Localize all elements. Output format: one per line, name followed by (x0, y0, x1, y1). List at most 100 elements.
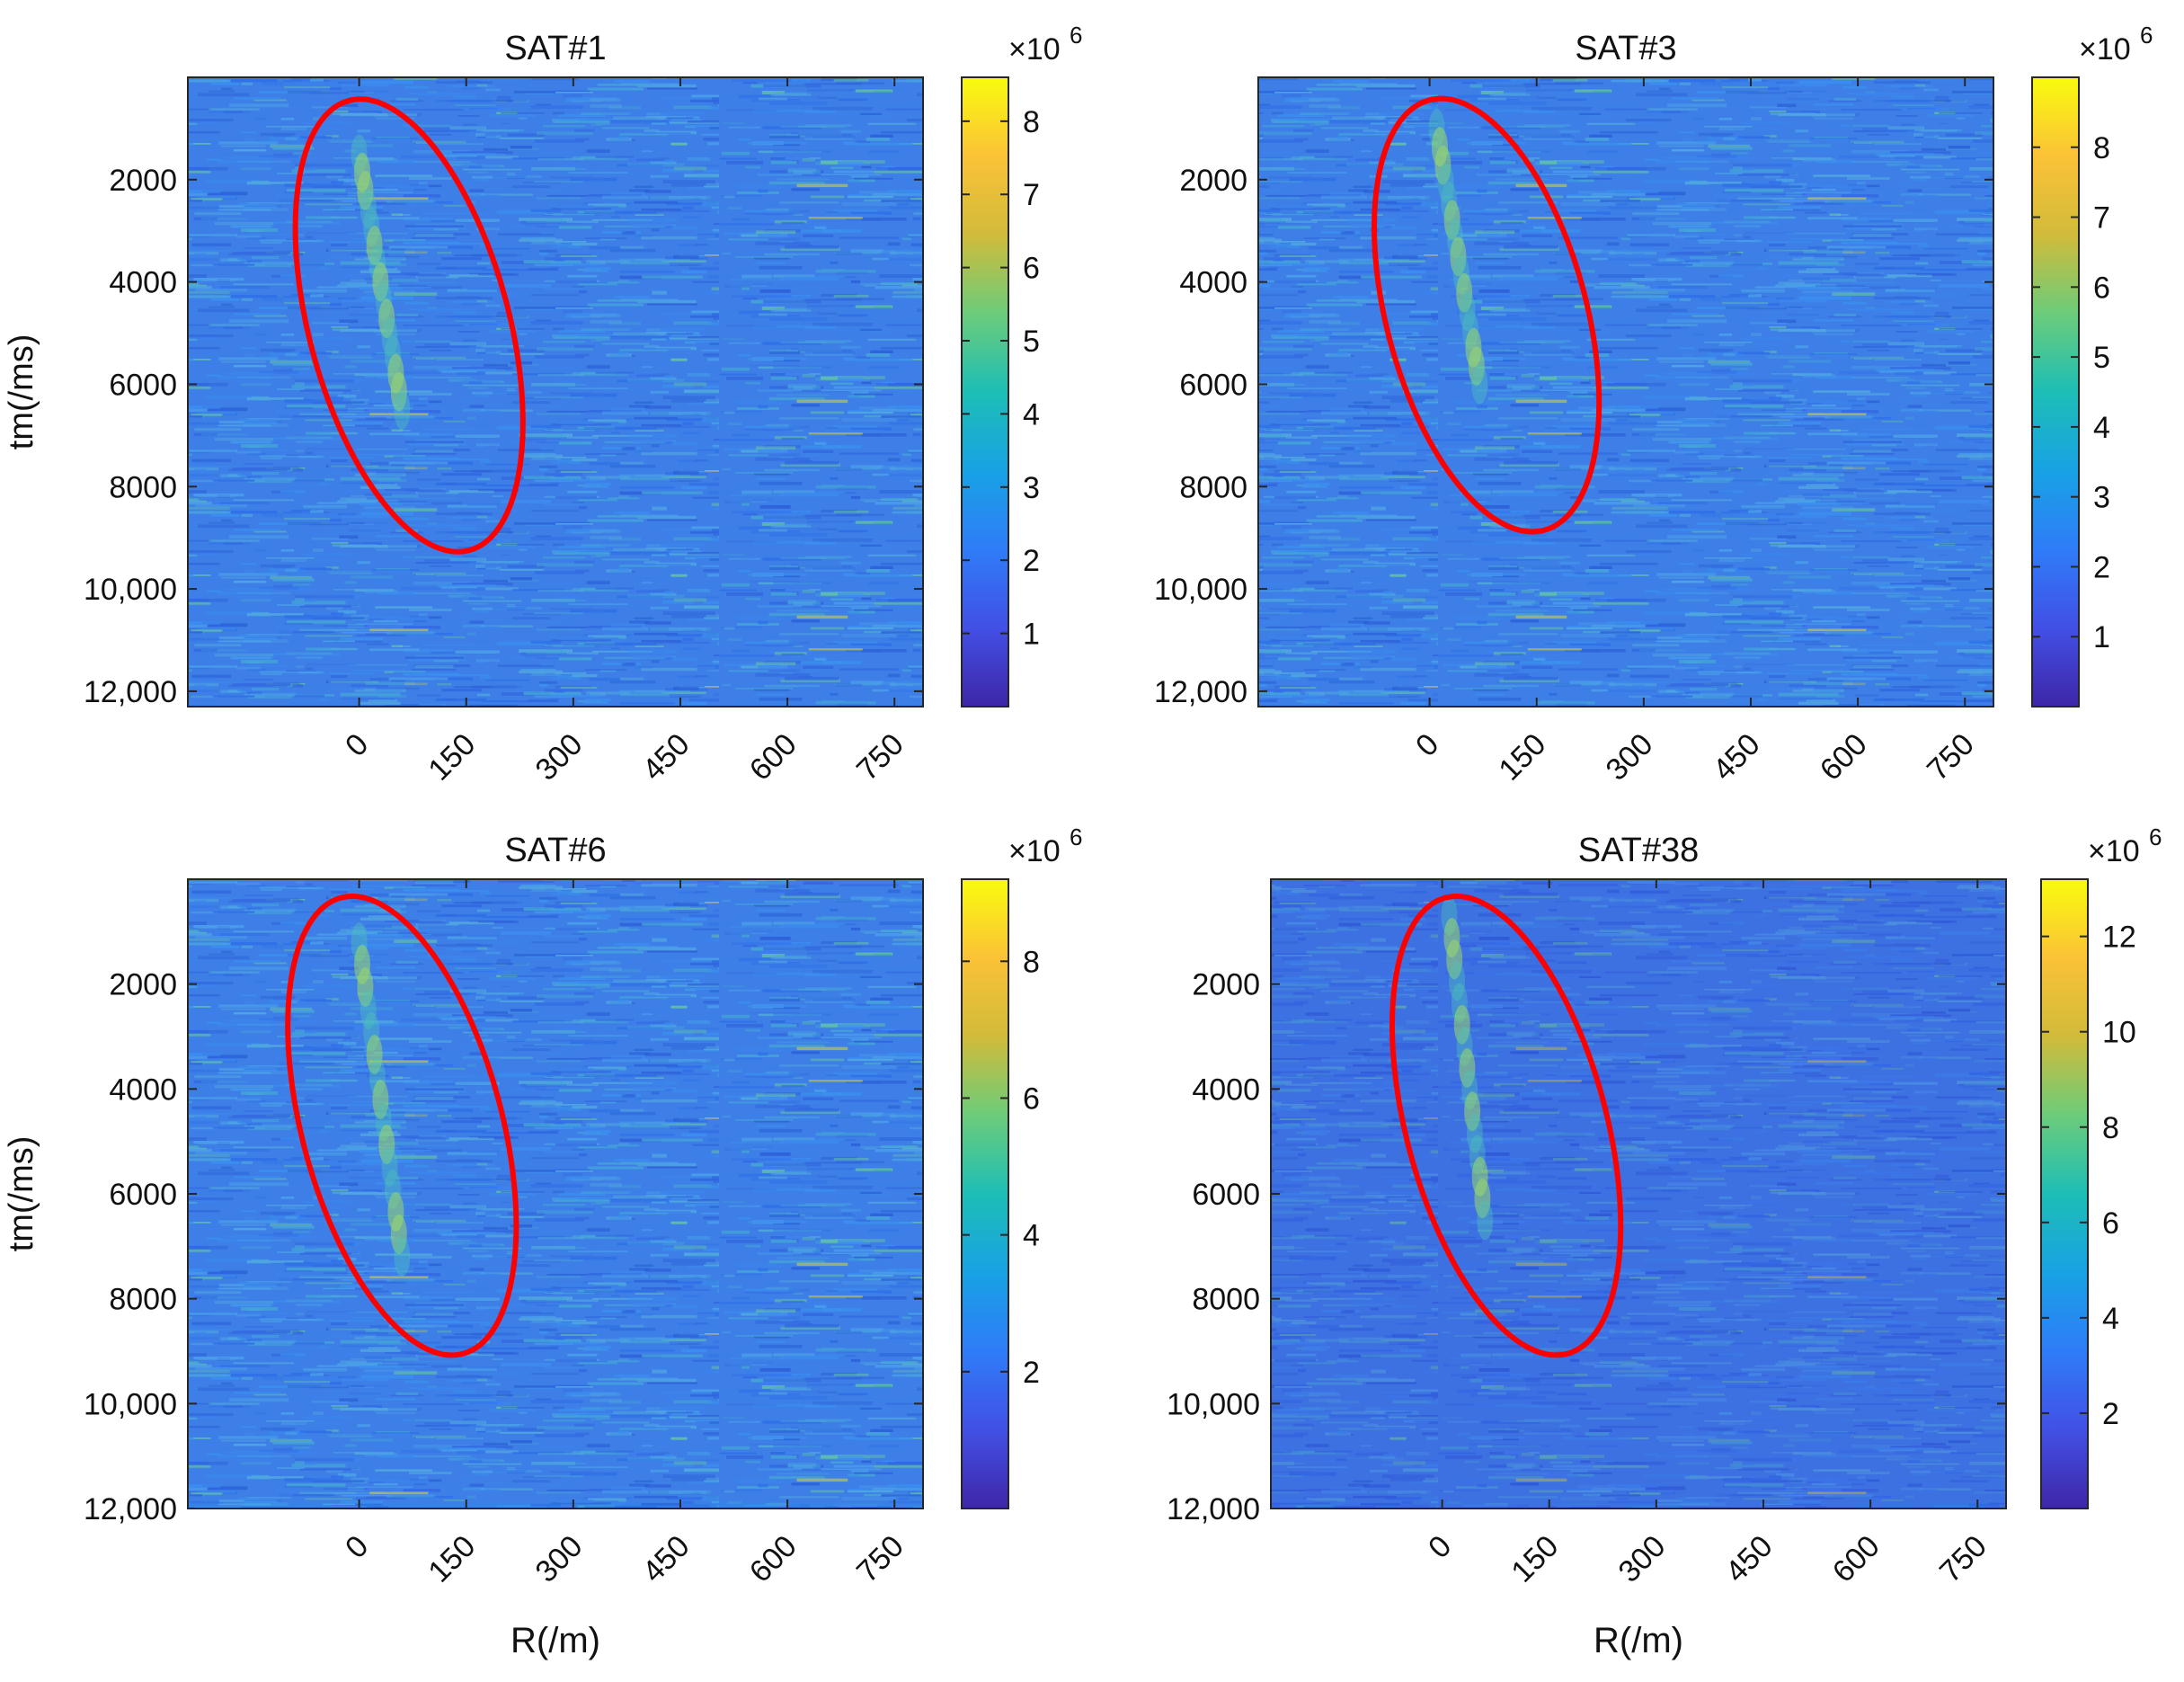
colorbar-tick-label: 1 (2093, 620, 2110, 654)
signal-track-segment (1434, 145, 1452, 185)
x-tick-label: 150 (422, 727, 482, 788)
signal-track-segment (378, 298, 395, 339)
colorbar-tick-label: 2 (2093, 550, 2110, 584)
signal-track-segment (381, 316, 398, 357)
signal-track-segment (357, 171, 374, 210)
colorbar-gradient (2040, 878, 2089, 1509)
colorbar: 1 2 3 4 5 6 7 8 ×10 6 (2031, 22, 2153, 708)
signal-track-segment (1443, 200, 1460, 240)
signal-track-segment (1474, 1179, 1491, 1218)
subplot-1: SAT#1 2000 4000 6000 8000 10,000 12,000 0 150 300… (3, 22, 1082, 788)
x-tick-label: 750 (1933, 1529, 1993, 1589)
colorbar-exponent-label: ×10 (1008, 32, 1061, 67)
signal-track-segment (1446, 939, 1463, 980)
signal-track-segment (1464, 1091, 1481, 1132)
colorbar-tick-label: 5 (1023, 325, 1040, 359)
x-tick-label: 0 (1422, 1529, 1458, 1565)
heatmap-image (188, 77, 923, 707)
x-tick-label: 150 (422, 1529, 482, 1589)
y-tick-label: 10,000 (1167, 1387, 1260, 1421)
y-tick-label: 8000 (109, 1283, 177, 1317)
colorbar-exponent-power: 6 (1070, 823, 1082, 850)
x-tick-label: 750 (1921, 727, 1981, 788)
colorbar-tick-label: 5 (2093, 341, 2110, 375)
x-axis-label: R(/m) (510, 1621, 600, 1660)
colorbar-tick-label: 6 (2102, 1206, 2119, 1241)
y-tick-label: 8000 (1192, 1283, 1260, 1317)
colorbar-tick-label: 4 (1023, 397, 1040, 432)
y-tick-label: 12,000 (84, 1492, 177, 1526)
colorbar-tick-label: 8 (2093, 131, 2110, 165)
subplot-title: SAT#38 (1578, 832, 1699, 869)
colorbar-tick-label: 8 (1023, 945, 1040, 979)
signal-track-segment (390, 371, 407, 412)
colorbar: 2 4 6 8 10 12 ×10 6 (2040, 823, 2162, 1509)
signal-track-segment (378, 1125, 395, 1164)
y-axis-label: tm(/ms) (3, 334, 40, 450)
y-tick-label: 8000 (109, 470, 177, 504)
signal-track-segment (394, 1237, 411, 1277)
y-tick-label: 4000 (109, 266, 177, 300)
signal-track-segment (1453, 1004, 1470, 1045)
colorbar-tick-label: 7 (1023, 178, 1040, 212)
colorbar-exponent-label: ×10 (2088, 834, 2140, 868)
y-tick-label: 2000 (1179, 164, 1247, 198)
y-tick-label: 2000 (1192, 968, 1260, 1002)
y-tick-label: 4000 (109, 1072, 177, 1107)
heatmap-image (1258, 77, 1993, 707)
x-tick-label: 450 (1719, 1529, 1780, 1589)
y-tick-label: 6000 (1179, 368, 1247, 402)
x-tick-label: 300 (529, 727, 590, 788)
y-tick-label: 4000 (1179, 266, 1247, 300)
x-tick-label: 300 (1612, 1529, 1673, 1589)
colorbar: 1 2 3 4 5 6 7 8 ×10 6 (961, 22, 1082, 708)
heatmap-image (188, 879, 923, 1508)
y-tick-label: 6000 (109, 368, 177, 402)
signal-track-segment (1449, 961, 1466, 1001)
x-tick-label: 150 (1505, 1529, 1565, 1589)
colorbar-tick-label: 4 (2102, 1302, 2119, 1336)
subplot-3: SAT#6 2000 4000 6000 8000 10,000 12,000 0 150 300… (3, 823, 1082, 1660)
signal-track-segment (1437, 163, 1454, 203)
signal-track-segment (372, 1080, 389, 1119)
axes-box (187, 76, 924, 708)
signal-track-segment (1450, 236, 1467, 277)
y-tick-label: 2000 (109, 164, 177, 198)
x-tick-label: 450 (636, 727, 697, 788)
colorbar-tick-label: 6 (1023, 1081, 1040, 1116)
x-tick-label: 600 (743, 727, 803, 788)
colorbar-exponent-power: 6 (2149, 823, 2162, 850)
y-tick-label: 6000 (1192, 1178, 1260, 1212)
highlight-ellipse (285, 894, 519, 1358)
colorbar-tick-label: 3 (1023, 471, 1040, 505)
x-tick-label: 0 (339, 727, 375, 763)
colorbar-tick-label: 4 (1023, 1219, 1040, 1253)
y-tick-label: 2000 (109, 968, 177, 1002)
x-tick-label: 300 (529, 1529, 590, 1589)
colorbar-tick-label: 2 (1023, 1356, 1040, 1390)
signal-track-segment (390, 1215, 407, 1254)
subplot-title: SAT#3 (1575, 30, 1676, 67)
colorbar-tick-label: 2 (2102, 1397, 2119, 1431)
signal-track-segment (1456, 272, 1473, 313)
colorbar-exponent-label: ×10 (1008, 834, 1061, 868)
y-tick-label: 10,000 (84, 1387, 177, 1421)
colorbar-tick-label: 1 (1023, 618, 1040, 652)
signal-track-segment (1468, 346, 1485, 387)
axes-box (1257, 76, 1994, 708)
highlight-ellipse (1372, 95, 1602, 535)
colorbar-tick-label: 10 (2102, 1016, 2136, 1050)
signal-track-segment (1459, 1048, 1476, 1088)
y-tick-label: 10,000 (84, 573, 177, 607)
signal-track-segment (1459, 291, 1476, 332)
signal-track-segment (360, 990, 377, 1029)
x-tick-label: 750 (850, 1529, 910, 1589)
y-tick-label: 8000 (1179, 470, 1247, 504)
subplot-4: SAT#38 2000 4000 6000 8000 10,000 12,000 0 150 30… (1167, 823, 2162, 1660)
colorbar-exponent-label: ×10 (2079, 32, 2131, 67)
x-tick-label: 450 (1707, 727, 1767, 788)
y-tick-label: 6000 (109, 1178, 177, 1212)
signal-track-segment (1477, 1200, 1494, 1241)
x-axis-label: R(/m) (1594, 1621, 1683, 1660)
subplot-title: SAT#6 (504, 832, 606, 869)
